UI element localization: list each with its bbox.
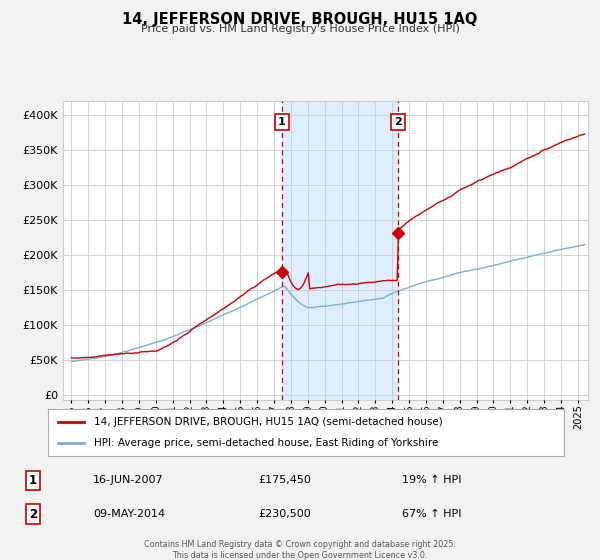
Text: Price paid vs. HM Land Registry's House Price Index (HPI): Price paid vs. HM Land Registry's House … <box>140 24 460 34</box>
Text: 1: 1 <box>29 474 37 487</box>
Text: 2: 2 <box>394 117 402 127</box>
Text: 19% ↑ HPI: 19% ↑ HPI <box>402 475 461 486</box>
Text: £175,450: £175,450 <box>258 475 311 486</box>
Text: £230,500: £230,500 <box>258 509 311 519</box>
Text: Contains HM Land Registry data © Crown copyright and database right 2025.
This d: Contains HM Land Registry data © Crown c… <box>144 540 456 559</box>
Text: 09-MAY-2014: 09-MAY-2014 <box>93 509 165 519</box>
Bar <box>282 101 398 400</box>
Text: 67% ↑ HPI: 67% ↑ HPI <box>402 509 461 519</box>
Text: 14, JEFFERSON DRIVE, BROUGH, HU15 1AQ (semi-detached house): 14, JEFFERSON DRIVE, BROUGH, HU15 1AQ (s… <box>94 417 443 427</box>
Text: 1: 1 <box>278 117 286 127</box>
Text: HPI: Average price, semi-detached house, East Riding of Yorkshire: HPI: Average price, semi-detached house,… <box>94 438 439 448</box>
Text: 2: 2 <box>29 507 37 521</box>
Text: 14, JEFFERSON DRIVE, BROUGH, HU15 1AQ: 14, JEFFERSON DRIVE, BROUGH, HU15 1AQ <box>122 12 478 27</box>
Text: 16-JUN-2007: 16-JUN-2007 <box>93 475 164 486</box>
